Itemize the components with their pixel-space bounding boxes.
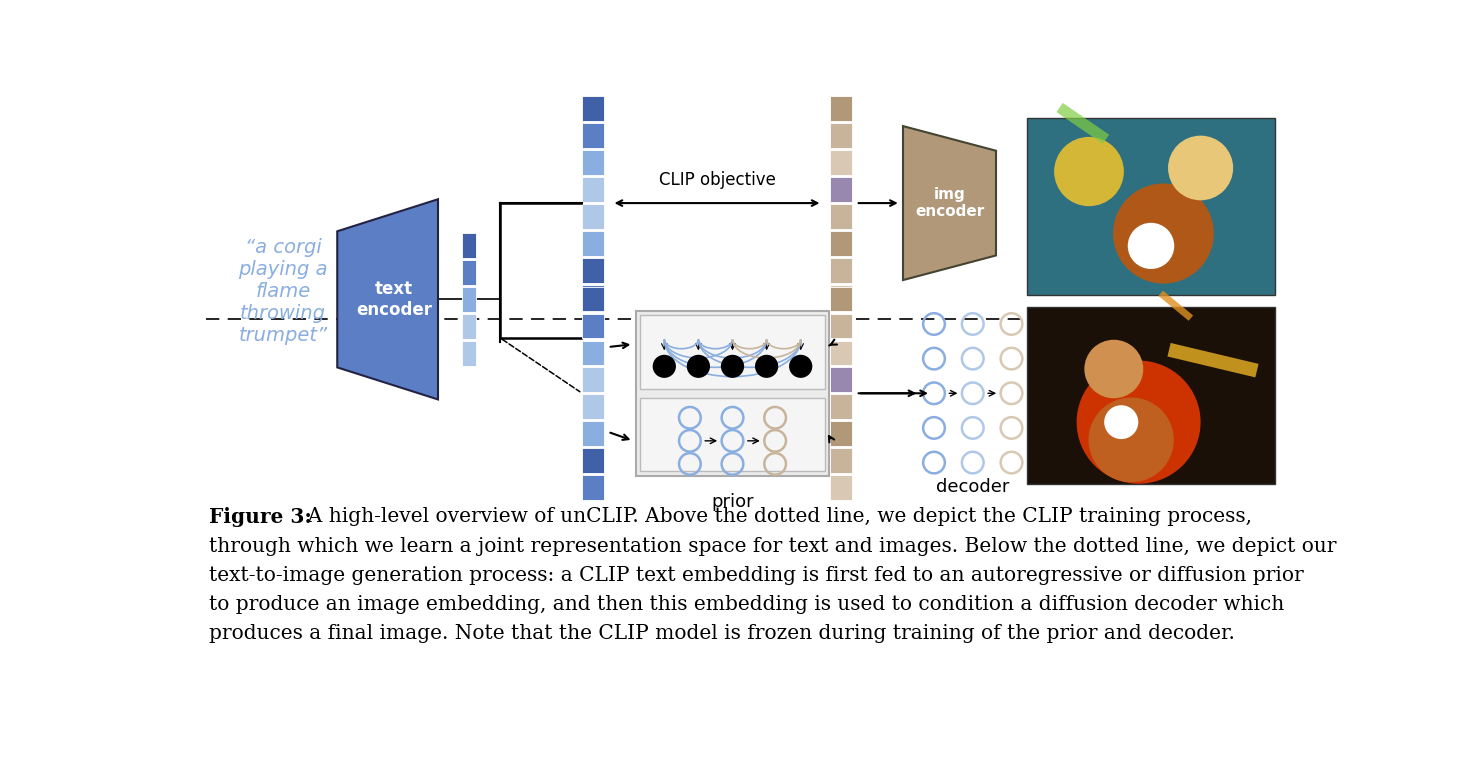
- FancyBboxPatch shape: [462, 341, 475, 366]
- FancyBboxPatch shape: [582, 258, 604, 283]
- FancyBboxPatch shape: [830, 97, 851, 121]
- Circle shape: [1054, 137, 1124, 207]
- Text: text
encoder: text encoder: [356, 280, 432, 319]
- Circle shape: [653, 355, 677, 378]
- FancyBboxPatch shape: [830, 150, 851, 175]
- FancyBboxPatch shape: [582, 314, 604, 338]
- Circle shape: [1127, 223, 1174, 269]
- FancyBboxPatch shape: [582, 395, 604, 419]
- Text: produces a final image. Note that the CLIP model is frozen during training of th: produces a final image. Note that the CL…: [210, 624, 1235, 643]
- FancyBboxPatch shape: [830, 475, 851, 500]
- FancyBboxPatch shape: [830, 287, 851, 311]
- FancyBboxPatch shape: [582, 287, 604, 311]
- FancyBboxPatch shape: [830, 448, 851, 473]
- FancyBboxPatch shape: [582, 150, 604, 175]
- Text: Figure 3:: Figure 3:: [210, 507, 312, 527]
- FancyBboxPatch shape: [582, 204, 604, 229]
- FancyBboxPatch shape: [830, 204, 851, 229]
- FancyBboxPatch shape: [636, 310, 830, 476]
- Text: decoder: decoder: [936, 478, 1009, 496]
- FancyBboxPatch shape: [462, 260, 475, 285]
- Text: text-to-image generation process: a CLIP text embedding is first fed to an autor: text-to-image generation process: a CLIP…: [210, 565, 1303, 584]
- FancyBboxPatch shape: [582, 285, 604, 309]
- Circle shape: [1089, 398, 1174, 482]
- Text: A high-level overview of unCLIP. Above the dotted line, we depict the CLIP train: A high-level overview of unCLIP. Above t…: [295, 507, 1251, 527]
- Circle shape: [1168, 136, 1233, 200]
- FancyBboxPatch shape: [582, 421, 604, 446]
- Circle shape: [720, 355, 744, 378]
- FancyBboxPatch shape: [830, 178, 851, 202]
- Text: to produce an image embedding, and then this embedding is used to condition a di: to produce an image embedding, and then …: [210, 595, 1284, 614]
- Text: CLIP objective: CLIP objective: [659, 171, 776, 189]
- FancyBboxPatch shape: [830, 341, 851, 365]
- FancyBboxPatch shape: [582, 448, 604, 473]
- Text: prior: prior: [712, 493, 754, 511]
- Text: “a corgi
playing a
flame
throwing
trumpet”: “a corgi playing a flame throwing trumpe…: [238, 239, 328, 345]
- FancyBboxPatch shape: [640, 398, 825, 472]
- FancyBboxPatch shape: [462, 314, 475, 338]
- Polygon shape: [337, 199, 437, 399]
- Circle shape: [687, 355, 710, 378]
- Circle shape: [789, 355, 812, 378]
- FancyBboxPatch shape: [462, 287, 475, 312]
- FancyBboxPatch shape: [830, 285, 851, 309]
- FancyBboxPatch shape: [582, 97, 604, 121]
- Circle shape: [1112, 184, 1213, 283]
- Polygon shape: [903, 126, 996, 280]
- FancyBboxPatch shape: [640, 315, 825, 389]
- FancyBboxPatch shape: [582, 367, 604, 392]
- FancyBboxPatch shape: [830, 367, 851, 392]
- FancyBboxPatch shape: [830, 258, 851, 283]
- Circle shape: [1104, 405, 1139, 439]
- FancyBboxPatch shape: [582, 123, 604, 148]
- FancyBboxPatch shape: [582, 178, 604, 202]
- FancyBboxPatch shape: [830, 314, 851, 338]
- FancyBboxPatch shape: [1026, 118, 1274, 296]
- Circle shape: [1085, 340, 1143, 399]
- Text: img
encoder: img encoder: [914, 187, 984, 219]
- FancyBboxPatch shape: [582, 341, 604, 365]
- FancyBboxPatch shape: [582, 475, 604, 500]
- Text: through which we learn a joint representation space for text and images. Below t: through which we learn a joint represent…: [210, 536, 1337, 555]
- FancyBboxPatch shape: [1026, 307, 1274, 484]
- FancyBboxPatch shape: [462, 233, 475, 258]
- Circle shape: [1076, 360, 1200, 484]
- FancyBboxPatch shape: [830, 231, 851, 256]
- FancyBboxPatch shape: [830, 421, 851, 446]
- Circle shape: [755, 355, 779, 378]
- FancyBboxPatch shape: [830, 123, 851, 148]
- FancyBboxPatch shape: [830, 395, 851, 419]
- FancyBboxPatch shape: [582, 231, 604, 256]
